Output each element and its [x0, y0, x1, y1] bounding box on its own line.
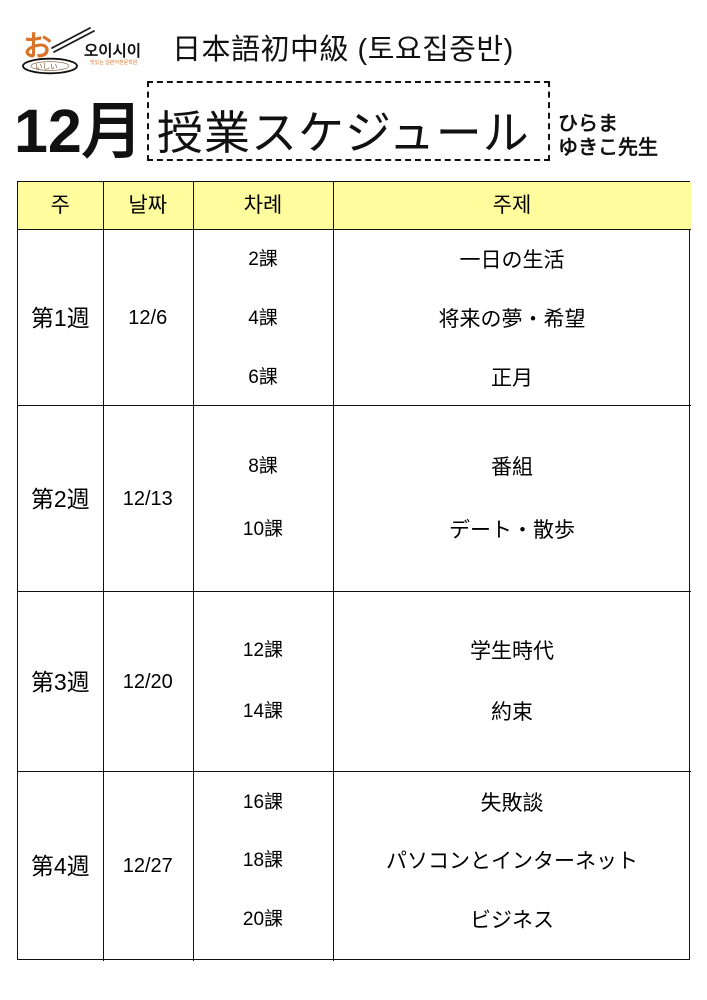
svg-text:오이시이: 오이시이: [84, 42, 141, 60]
svg-text:맛있는 일본어전문학원: 맛있는 일본어전문학원: [90, 59, 138, 66]
svg-text:いしい: いしい: [35, 62, 58, 71]
